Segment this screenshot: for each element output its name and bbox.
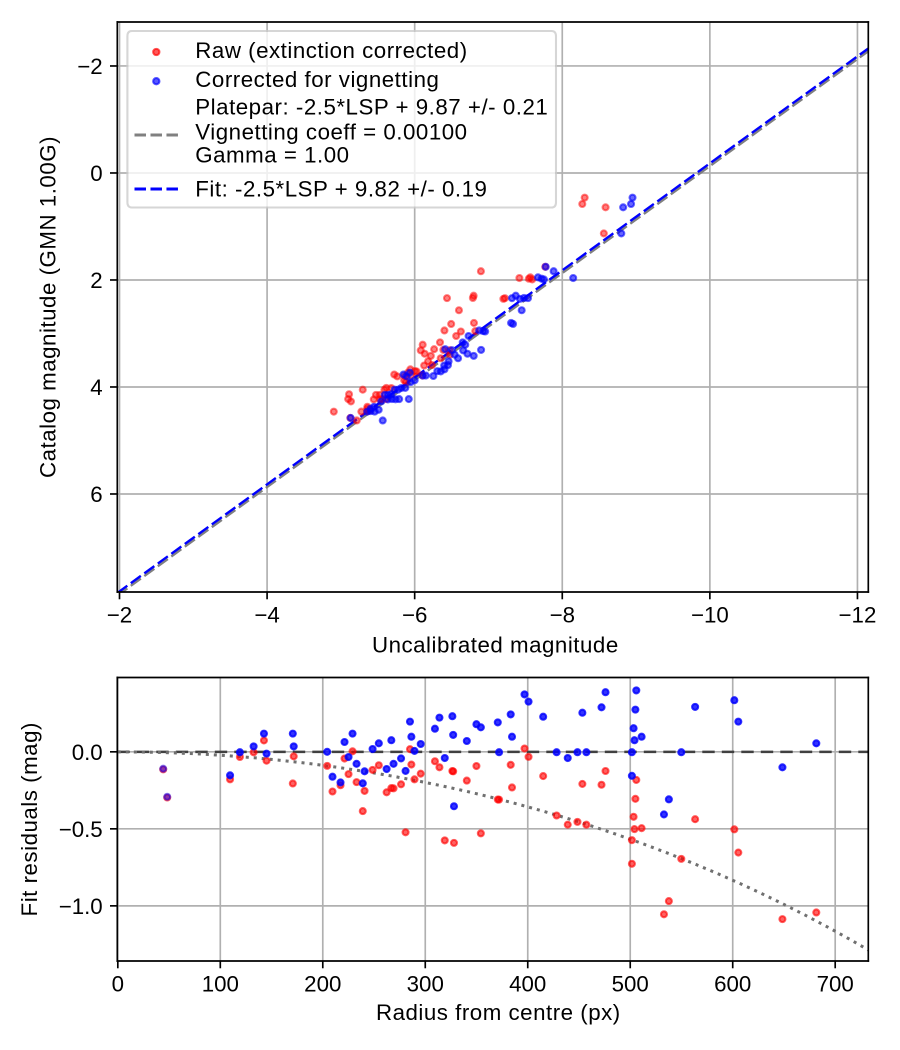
svg-text:Vignetting coeff = 0.00100: Vignetting coeff = 0.00100 xyxy=(195,119,467,144)
svg-text:Raw (extinction corrected): Raw (extinction corrected) xyxy=(195,38,467,63)
svg-text:−2: −2 xyxy=(107,603,132,628)
svg-text:400: 400 xyxy=(509,972,546,997)
svg-text:600: 600 xyxy=(714,972,751,997)
svg-text:4: 4 xyxy=(90,375,102,400)
svg-text:Fit residuals (mag): Fit residuals (mag) xyxy=(17,722,42,916)
svg-text:Uncalibrated magnitude: Uncalibrated magnitude xyxy=(372,632,619,657)
svg-text:−6: −6 xyxy=(402,603,427,628)
svg-text:−12: −12 xyxy=(839,603,877,628)
svg-text:Fit: -2.5*LSP + 9.82 +/- 0.19: Fit: -2.5*LSP + 9.82 +/- 0.19 xyxy=(195,176,487,201)
svg-text:100: 100 xyxy=(202,972,239,997)
svg-text:−0.5: −0.5 xyxy=(59,817,103,842)
svg-text:0: 0 xyxy=(90,161,102,186)
svg-text:−4: −4 xyxy=(254,603,279,628)
svg-text:0: 0 xyxy=(112,972,124,997)
svg-text:500: 500 xyxy=(612,972,649,997)
svg-text:Gamma = 1.00: Gamma = 1.00 xyxy=(195,142,349,167)
svg-text:0.0: 0.0 xyxy=(72,740,103,765)
svg-text:Radius from centre (px): Radius from centre (px) xyxy=(376,1000,621,1025)
svg-text:300: 300 xyxy=(407,972,444,997)
svg-text:−1.0: −1.0 xyxy=(59,894,103,919)
svg-text:−2: −2 xyxy=(77,54,102,79)
svg-text:6: 6 xyxy=(90,482,102,507)
svg-text:Corrected for vignetting: Corrected for vignetting xyxy=(195,67,439,92)
svg-text:Platepar: -2.5*LSP + 9.87 +/-: Platepar: -2.5*LSP + 9.87 +/- 0.21 xyxy=(195,95,548,120)
svg-text:200: 200 xyxy=(304,972,341,997)
svg-text:Catalog magnitude (GMN 1.00G): Catalog magnitude (GMN 1.00G) xyxy=(35,136,60,478)
svg-text:−10: −10 xyxy=(691,603,729,628)
svg-text:2: 2 xyxy=(90,268,102,293)
svg-text:−8: −8 xyxy=(550,603,575,628)
svg-text:700: 700 xyxy=(817,972,854,997)
